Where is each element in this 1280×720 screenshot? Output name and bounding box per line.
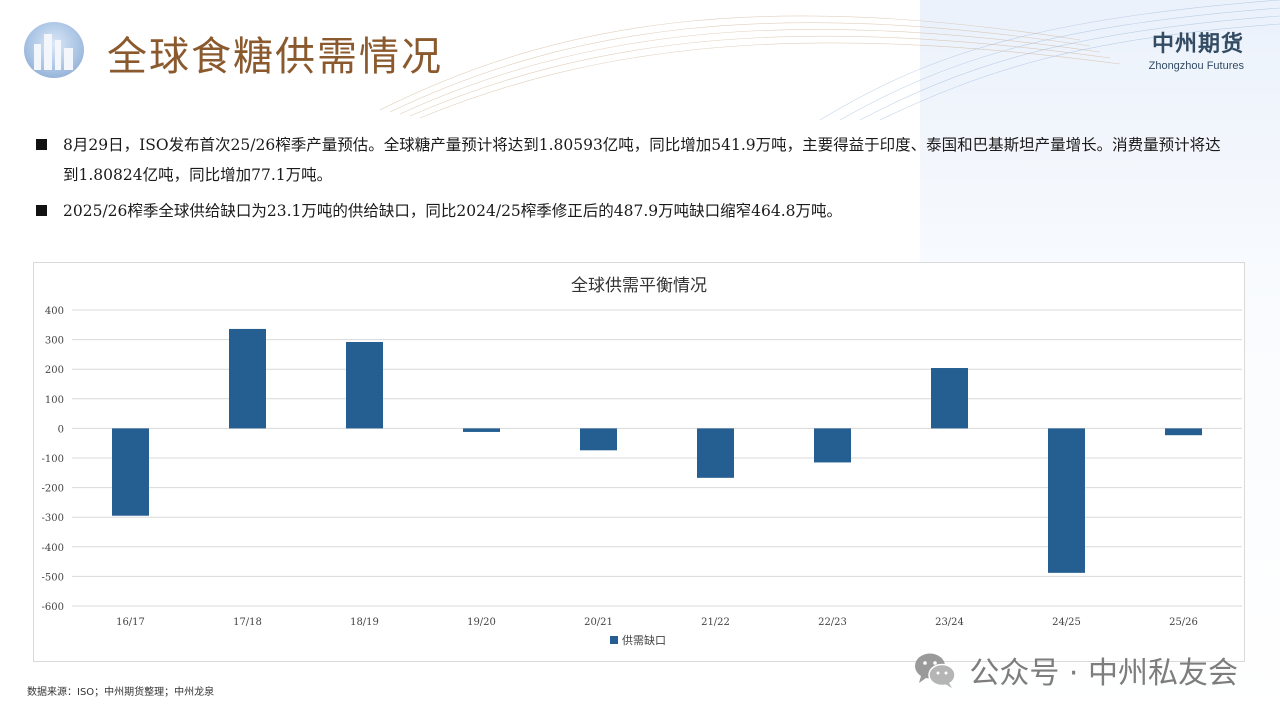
bar xyxy=(346,341,383,429)
legend-label: 供需缺口 xyxy=(622,633,666,647)
bar xyxy=(814,428,851,463)
y-tick-label: -500 xyxy=(42,572,64,583)
bar xyxy=(580,428,617,451)
y-tick-label: -600 xyxy=(42,602,64,613)
bullet-item: 2025/26榨季全球供给缺口为23.1万吨的供给缺口，同比2024/25榨季修… xyxy=(36,196,1236,226)
bar xyxy=(112,428,149,516)
bar xyxy=(1048,428,1085,573)
bar xyxy=(697,428,734,478)
y-tick-label: -300 xyxy=(42,513,64,524)
bar xyxy=(931,368,968,429)
y-tick-label: 300 xyxy=(45,336,64,347)
x-tick-label: 22/23 xyxy=(818,617,847,628)
y-tick-label: 0 xyxy=(58,424,64,435)
y-tick-label: 100 xyxy=(45,395,64,406)
y-tick-label: 200 xyxy=(45,365,64,376)
x-tick-label: 20/21 xyxy=(584,617,613,628)
x-tick-label: 19/20 xyxy=(467,617,496,628)
y-tick-label: -400 xyxy=(42,543,64,554)
bullet-square-icon xyxy=(36,205,47,216)
brand-name-cn: 中州期货 xyxy=(1151,32,1244,57)
brand-name-en: Zhongzhou Futures xyxy=(1148,60,1244,72)
legend-swatch xyxy=(610,636,618,644)
bar xyxy=(229,328,266,429)
wechat-icon xyxy=(913,650,957,690)
bar-chart: 全球供需平衡情况 400 300 200 100 0 -100 -200 -300 -400 -50… xyxy=(42,276,1242,647)
x-tick-label: 24/25 xyxy=(1052,617,1081,628)
y-tick-label: -100 xyxy=(42,454,64,465)
x-tick-label: 16/17 xyxy=(116,617,145,628)
bullet-item: 8月29日，ISO发布首次25/26榨季产量预估。全球糖产量预计将达到1.805… xyxy=(36,130,1236,190)
page-title: 全球食糖供需情况 xyxy=(107,34,443,80)
x-tick-label: 18/19 xyxy=(350,617,379,628)
data-source-note: 数据来源：ISO；中州期货整理；中州龙泉 xyxy=(27,687,215,698)
x-tick-label: 17/18 xyxy=(233,617,262,628)
chart-title: 全球供需平衡情况 xyxy=(571,276,707,296)
bar xyxy=(463,428,500,432)
x-tick-label: 25/26 xyxy=(1169,617,1198,628)
watermark-text: 公众号 · 中州私友会 xyxy=(969,656,1238,691)
wechat-watermark: 公众号 · 中州私友会 xyxy=(913,648,1238,692)
y-tick-label: 400 xyxy=(45,306,64,317)
city-skyline-logo xyxy=(24,22,84,78)
x-tick-label: 21/22 xyxy=(701,617,730,628)
bullet-square-icon xyxy=(36,139,47,150)
bullet-list: 8月29日，ISO发布首次25/26榨季产量预估。全球糖产量预计将达到1.805… xyxy=(36,130,1236,226)
x-tick-label: 23/24 xyxy=(935,617,964,628)
y-tick-label: -200 xyxy=(42,484,64,495)
bar xyxy=(1165,428,1202,436)
bullet-text: 8月29日，ISO发布首次25/26榨季产量预估。全球糖产量预计将达到1.805… xyxy=(63,136,1221,184)
chart-container: 全球供需平衡情况 400 300 200 100 0 -100 -200 -300 -400 -50… xyxy=(33,262,1245,662)
bullet-text: 2025/26榨季全球供给缺口为23.1万吨的供给缺口，同比2024/25榨季修… xyxy=(63,202,843,220)
brand-logo: 中州期货 Zhongzhou Futures xyxy=(1149,26,1244,72)
